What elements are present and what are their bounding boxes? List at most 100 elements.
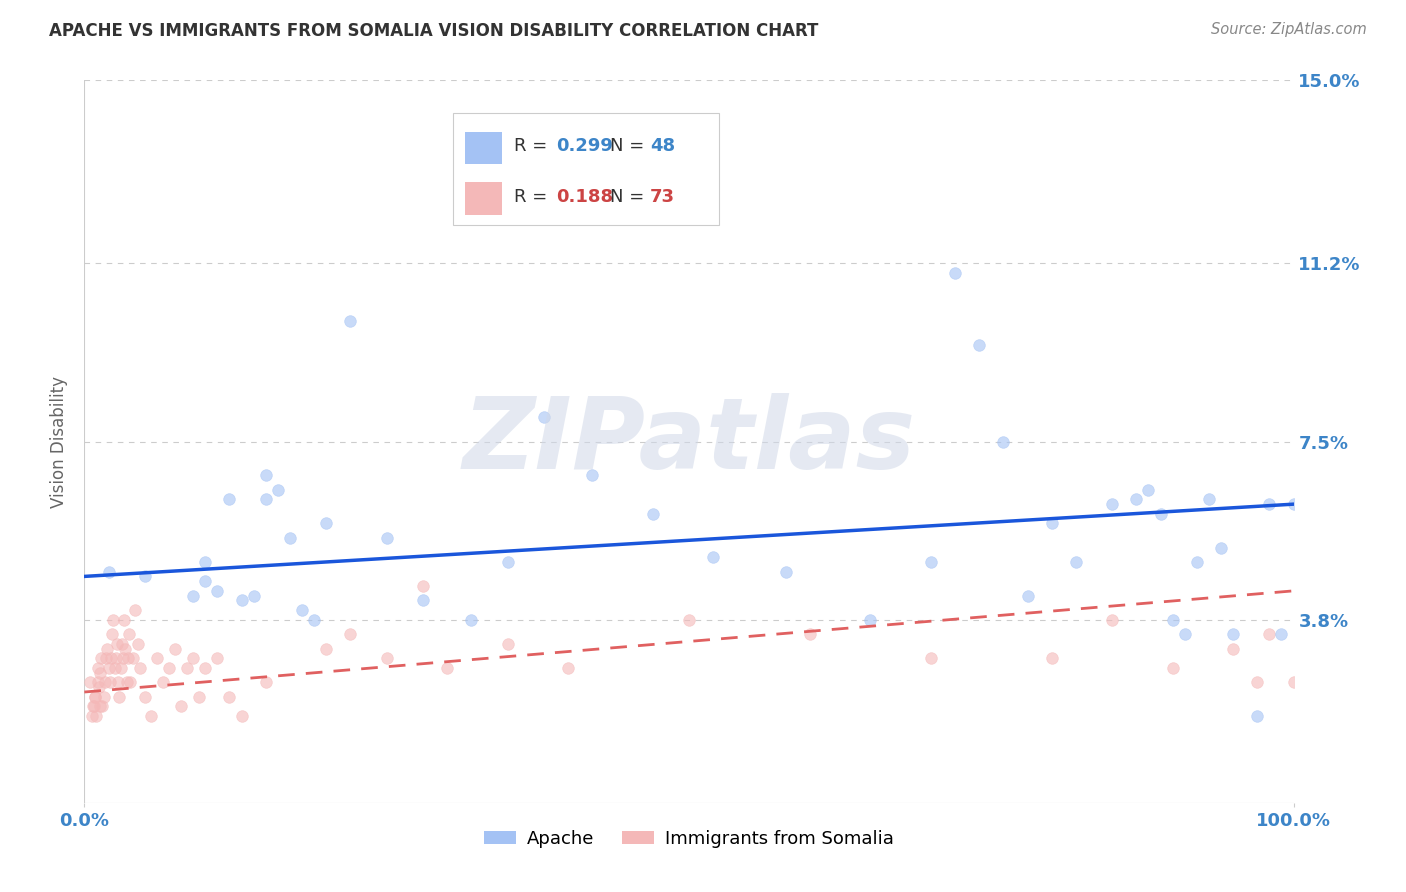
Point	[181, 589, 204, 603]
Point	[139, 709, 162, 723]
Text: N =: N =	[610, 188, 651, 206]
Point	[146, 651, 169, 665]
Point	[80, 709, 103, 723]
Point	[114, 641, 136, 656]
Point	[920, 555, 942, 569]
Point	[412, 579, 434, 593]
Point	[152, 675, 174, 690]
FancyBboxPatch shape	[465, 132, 502, 164]
Point	[134, 690, 156, 704]
Point	[107, 675, 129, 690]
Point	[91, 699, 114, 714]
Point	[129, 661, 152, 675]
Point	[110, 661, 132, 675]
Point	[1270, 627, 1292, 641]
Y-axis label: Vision Disability: Vision Disability	[51, 376, 69, 508]
Point	[702, 550, 724, 565]
Point	[188, 690, 211, 704]
Point	[291, 603, 314, 617]
Point	[96, 641, 118, 656]
Point	[1174, 627, 1197, 641]
Point	[194, 555, 217, 569]
Point	[103, 613, 125, 627]
Point	[302, 613, 325, 627]
Point	[89, 665, 111, 680]
Point	[1101, 613, 1123, 627]
Text: 0.299: 0.299	[555, 137, 613, 155]
Point	[1209, 541, 1232, 555]
Point	[82, 699, 104, 714]
Point	[207, 651, 229, 665]
Legend: Apache, Immigrants from Somalia: Apache, Immigrants from Somalia	[477, 822, 901, 855]
Point	[315, 516, 337, 531]
Text: R =: R =	[513, 137, 553, 155]
Point	[87, 680, 110, 694]
Point	[254, 468, 277, 483]
Point	[108, 690, 131, 704]
Point	[641, 507, 664, 521]
Point	[124, 603, 146, 617]
Point	[231, 593, 253, 607]
Text: N =: N =	[610, 137, 651, 155]
Point	[86, 661, 108, 675]
Point	[339, 314, 361, 328]
Point	[799, 627, 821, 641]
Point	[181, 651, 204, 665]
Point	[157, 661, 180, 675]
Point	[86, 709, 108, 723]
FancyBboxPatch shape	[453, 112, 720, 225]
Point	[93, 690, 115, 704]
Point	[104, 661, 127, 675]
Point	[218, 690, 240, 704]
Point	[90, 651, 112, 665]
Point	[242, 589, 264, 603]
Point	[1198, 492, 1220, 507]
Point	[231, 709, 253, 723]
Point	[1282, 675, 1305, 690]
Point	[1125, 492, 1147, 507]
Point	[436, 661, 458, 675]
Text: ZIPatlas: ZIPatlas	[463, 393, 915, 490]
Point	[97, 661, 120, 675]
Point	[1246, 709, 1268, 723]
Point	[112, 651, 135, 665]
Point	[83, 699, 105, 714]
Point	[165, 641, 187, 656]
Point	[1161, 661, 1184, 675]
Point	[943, 266, 966, 280]
Point	[920, 651, 942, 665]
Point	[581, 468, 603, 483]
Point	[121, 651, 143, 665]
Text: 0.188: 0.188	[555, 188, 613, 206]
Point	[86, 675, 108, 690]
Point	[254, 492, 277, 507]
Point	[460, 613, 482, 627]
Point	[1258, 497, 1281, 511]
Text: Source: ZipAtlas.com: Source: ZipAtlas.com	[1211, 22, 1367, 37]
Point	[1185, 555, 1208, 569]
Point	[104, 651, 127, 665]
Point	[120, 675, 142, 690]
Text: 48: 48	[650, 137, 675, 155]
Point	[170, 699, 193, 714]
Point	[1040, 651, 1063, 665]
Point	[278, 531, 301, 545]
Point	[97, 565, 120, 579]
Point	[1222, 627, 1244, 641]
Point	[1017, 589, 1039, 603]
Point	[375, 651, 398, 665]
Point	[1101, 497, 1123, 511]
Point	[1064, 555, 1087, 569]
Point	[134, 569, 156, 583]
Point	[533, 410, 555, 425]
Point	[859, 613, 882, 627]
Point	[111, 637, 134, 651]
Point	[496, 555, 519, 569]
Point	[176, 661, 198, 675]
Point	[89, 699, 111, 714]
FancyBboxPatch shape	[465, 182, 502, 215]
Point	[127, 637, 149, 651]
Point	[678, 613, 700, 627]
Point	[1222, 641, 1244, 656]
Point	[557, 661, 579, 675]
